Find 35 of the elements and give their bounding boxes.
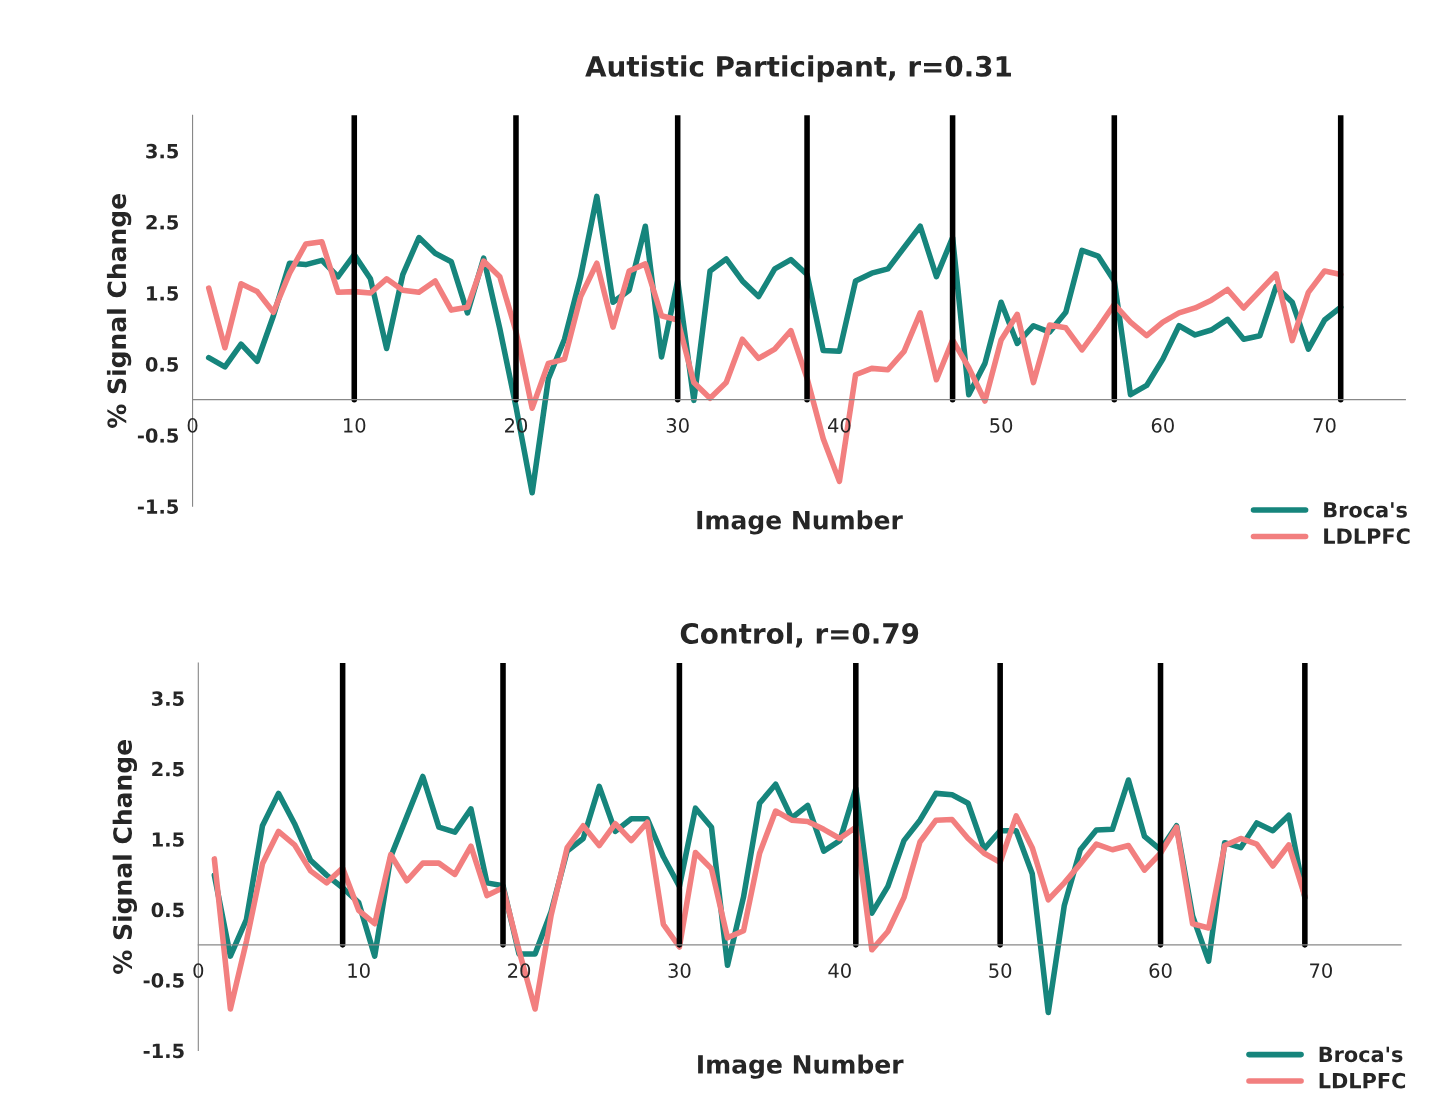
x-tick-label: 10 [344, 418, 366, 433]
legend-label: LDLPFC [1319, 1072, 1406, 1089]
y-tick-label: 2.5 [152, 761, 184, 777]
x-tick-label: 0 [193, 963, 204, 978]
y-tick-label: -1.5 [143, 1043, 184, 1059]
y-tick-label: 3.5 [151, 691, 184, 706]
y-tick-label: -1.5 [137, 499, 179, 514]
x-tick-label: 70 [1310, 963, 1332, 978]
x-tick-label: 30 [666, 418, 689, 433]
y-tick-label: 0.5 [145, 357, 179, 372]
y-tick-label: 3.5 [146, 143, 179, 159]
x-tick-label: 60 [1149, 963, 1172, 978]
y-tick-label: 0.5 [151, 902, 184, 918]
x-tick-label: 10 [348, 963, 370, 978]
legend-label: LDLPFC [1324, 528, 1410, 545]
chart-title: Control, r=0.79 [680, 622, 919, 648]
y-axis-title: % Signal Change [112, 740, 138, 974]
y-tick-label: 2.5 [146, 214, 179, 230]
y-tick-label: 1.5 [152, 832, 184, 847]
x-axis-title: Image Number [697, 510, 903, 535]
y-tick-label: 1.5 [147, 286, 179, 301]
x-axis-title: Image Number [698, 1054, 904, 1079]
x-tick-label: 0 [187, 418, 198, 433]
legend-label: Broca's [1319, 1046, 1403, 1063]
chart-title: Autistic Participant, r=0.31 [585, 55, 1011, 83]
y-axis-title: % Signal Change [106, 194, 132, 428]
x-tick-label: 40 [828, 963, 851, 978]
x-tick-label: 70 [1313, 418, 1336, 433]
x-tick-label: 60 [1151, 418, 1174, 433]
x-tick-label: 30 [668, 963, 691, 978]
y-tick-label: -0.5 [137, 428, 179, 443]
y-tick-label: -0.5 [143, 973, 184, 988]
legend-label: Broca's [1324, 502, 1407, 518]
x-tick-label: 50 [990, 418, 1013, 433]
x-tick-label: 50 [989, 963, 1012, 978]
